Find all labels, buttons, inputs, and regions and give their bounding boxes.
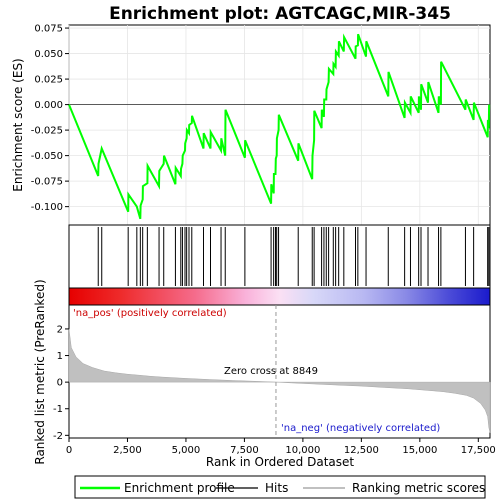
es-tick-label: 0.000 [34, 100, 63, 111]
x-tick-label: 5,000 [172, 445, 201, 456]
es-tick-label: -0.050 [31, 151, 63, 162]
x-tick-label: 15,000 [402, 445, 437, 456]
es-tick-label: 0.050 [34, 49, 63, 60]
x-tick-label: 2,500 [113, 445, 142, 456]
legend-hits-label: Hits [265, 481, 288, 495]
metric-tick-label: 0 [57, 378, 63, 389]
es-tick-label: 0.075 [34, 24, 63, 35]
metric-tick-label: 1 [57, 351, 63, 362]
es-tick-label: -0.025 [31, 126, 63, 137]
metric-tick-label: 2 [57, 324, 63, 335]
es-tick-label: -0.075 [31, 177, 63, 188]
metric-y-axis-label: Ranked list metric (PreRanked) [33, 279, 47, 464]
neg-correlated-label: 'na_neg' (negatively correlated) [281, 423, 440, 434]
legend-metric-label: Ranking metric scores [352, 481, 485, 495]
es-tick-label: 0.025 [34, 75, 63, 86]
metric-tick-label: -1 [53, 404, 63, 415]
rank-color-bar [69, 288, 490, 305]
x-tick-label: 0 [66, 445, 72, 456]
es-y-axis-label: Enrichment score (ES) [11, 58, 25, 191]
es-tick-label: -0.100 [31, 202, 63, 213]
x-axis-label: Rank in Ordered Dataset [206, 455, 354, 469]
chart-title: Enrichment plot: AGTCAGC,MIR-345 [109, 4, 451, 24]
x-tick-label: 17,500 [461, 445, 496, 456]
metric-tick-label: -2 [53, 431, 63, 442]
hits-panel-frame [69, 225, 490, 288]
zero-cross-label: Zero cross at 8849 [224, 366, 318, 377]
pos-correlated-label: 'na_pos' (positively correlated) [73, 308, 227, 319]
